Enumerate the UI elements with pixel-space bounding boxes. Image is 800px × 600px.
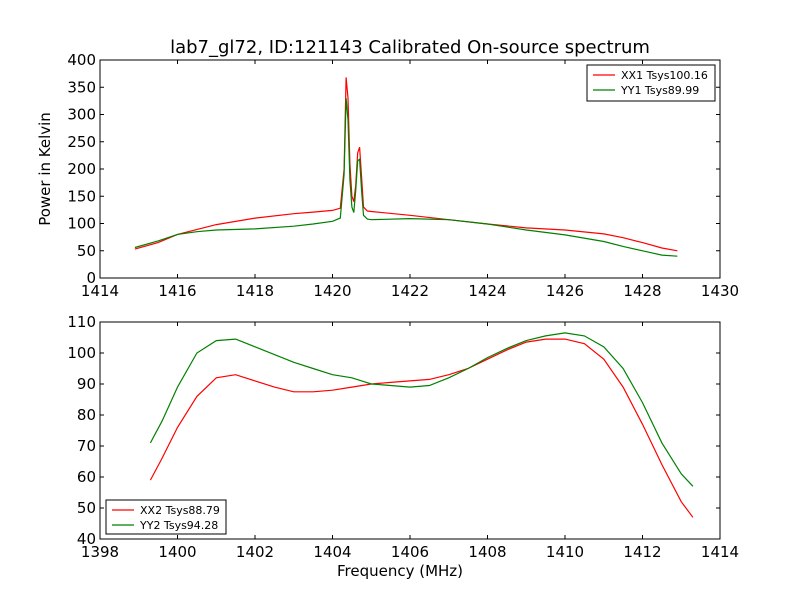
panel1-x-tick-label: 1424 bbox=[468, 282, 506, 300]
panel1-series-line-2 bbox=[134, 98, 678, 257]
panel2-x-tick-label: 1412 bbox=[623, 543, 661, 561]
panel2-x-tick-label: 1402 bbox=[236, 543, 274, 561]
panel2-x-tick-label: 1408 bbox=[468, 543, 506, 561]
panel1-y-axis-label: Power in Kelvin bbox=[36, 112, 54, 226]
panel1-y-tick-label: 150 bbox=[67, 187, 96, 205]
panel2-series-line-2 bbox=[149, 332, 694, 487]
panel1-y-tick-label: 50 bbox=[77, 242, 96, 260]
panel2-y-tick-label: 90 bbox=[77, 375, 96, 393]
panel1-legend-entry: YY1 Tsys89.99 bbox=[620, 84, 699, 97]
panel1-x-tick-label: 1418 bbox=[236, 282, 274, 300]
panel2-y-tick-label: 100 bbox=[67, 344, 96, 362]
panel1-x-tick-label: 1422 bbox=[391, 282, 429, 300]
panel1-legend-box bbox=[586, 64, 716, 102]
panel2-legend: XX2 Tsys88.79 YY2 Tsys94.28 bbox=[105, 499, 227, 535]
panel2-x-tick-label: 1404 bbox=[313, 543, 351, 561]
panel2-y-tick-label: 60 bbox=[77, 468, 96, 486]
panel2-y-tick-label: 50 bbox=[77, 499, 96, 517]
panel2-legend-entry: XX2 Tsys88.79 bbox=[140, 504, 220, 517]
panel2-x-tick-label: 1400 bbox=[158, 543, 196, 561]
panel1-y-tick-label: 200 bbox=[67, 160, 96, 178]
panel1-x-tick-label: 1416 bbox=[158, 282, 196, 300]
panel1-y-tick-label: 350 bbox=[67, 78, 96, 96]
panel2-y-tick-label: 110 bbox=[67, 313, 96, 331]
panel1-legend: XX1 Tsys100.16 YY1 Tsys89.99 bbox=[586, 64, 716, 102]
panel2-x-tick-label: 1414 bbox=[701, 543, 739, 561]
panel2-x-axis-label: Frequency (MHz) bbox=[337, 562, 463, 580]
bottom-spectrum-panel: 1398 1400 1402 1404 1406 1408 1410 1412 1414 40 50… bbox=[67, 313, 739, 580]
panel1-x-tick-label: 1430 bbox=[701, 282, 739, 300]
panel1-x-tick-label: 1426 bbox=[546, 282, 584, 300]
figure-title: lab7_gl72, ID:121143 Calibrated On-sourc… bbox=[170, 37, 650, 58]
panel1-y-tick-label: 100 bbox=[67, 215, 96, 233]
panel2-y-tick-label: 40 bbox=[77, 530, 96, 548]
panel2-x-tick-label: 1406 bbox=[391, 543, 429, 561]
panel1-x-tick-label: 1414 bbox=[81, 282, 119, 300]
panel2-legend-box bbox=[105, 499, 227, 535]
panel1-y-tick-label: 250 bbox=[67, 133, 96, 151]
top-spectrum-panel: 1414 1416 1418 1420 1422 1424 1426 1428 1430 0 50 1… bbox=[36, 51, 739, 300]
panel1-legend-entry: XX1 Tsys100.16 bbox=[621, 69, 708, 82]
panel1-y-tick-label: 400 bbox=[67, 51, 96, 69]
panel1-y-tick-label: 0 bbox=[86, 269, 96, 287]
panel2-series-line-1 bbox=[149, 338, 694, 518]
panel1-x-tick-label: 1420 bbox=[313, 282, 351, 300]
panel2-legend-entry: YY2 Tsys94.28 bbox=[139, 519, 218, 532]
panel2-y-tick-label: 70 bbox=[77, 437, 96, 455]
panel2-x-tick-label: 1398 bbox=[81, 543, 119, 561]
panel2-y-tick-label: 80 bbox=[77, 406, 96, 424]
panel1-y-tick-label: 300 bbox=[67, 106, 96, 124]
panel2-x-tick-label: 1410 bbox=[546, 543, 584, 561]
panel1-x-tick-label: 1428 bbox=[623, 282, 661, 300]
